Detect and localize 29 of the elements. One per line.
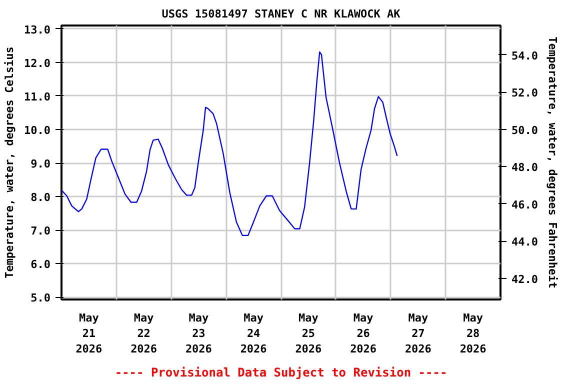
y-tick-label: 8.0 bbox=[30, 191, 51, 204]
x-tick-label: May 24 2026 bbox=[240, 312, 268, 356]
x-tick-label: May 26 2026 bbox=[350, 312, 377, 356]
y-tick-label: 13.0 bbox=[24, 23, 51, 36]
x-tick-label: May 23 2026 bbox=[185, 312, 212, 356]
y2-tick-label: 44.0 bbox=[512, 236, 538, 249]
y2-tick-label: 54.0 bbox=[512, 49, 538, 62]
x-tick-label: May 25 2026 bbox=[295, 312, 322, 356]
x-tick-label: May 22 2026 bbox=[130, 312, 158, 356]
y-tick-label: 10.0 bbox=[24, 124, 51, 137]
y2-axis-title: Temperature, water, degrees Fahrenheit bbox=[546, 36, 559, 288]
y-tick-label: 11.0 bbox=[24, 90, 51, 104]
y-tick-label: 12.0 bbox=[24, 56, 51, 70]
x-tick-label: May 21 2026 bbox=[76, 312, 103, 356]
y2-tick-label: 46.0 bbox=[512, 198, 538, 212]
chart-title: USGS 15081497 STANEY C NR KLAWOCK AK bbox=[162, 8, 401, 20]
line-series bbox=[62, 51, 398, 236]
y-tick-label: 9.0 bbox=[30, 158, 51, 171]
y2-tick-label: 52.0 bbox=[512, 86, 538, 100]
y2-tick-label: 42.0 bbox=[512, 272, 538, 286]
x-tick-label: May 28 2026 bbox=[460, 312, 487, 356]
x-tick-label: May 27 2026 bbox=[404, 312, 432, 356]
y-tick-label: 5.0 bbox=[30, 292, 51, 305]
y2-tick-label: 50.0 bbox=[512, 124, 538, 137]
y2-tick-label: 48.0 bbox=[512, 161, 538, 174]
y-axis-title: Temperature, water, degrees Celsius bbox=[3, 46, 16, 278]
text: ---- Provisional Data Subject to Revision ---- bbox=[114, 366, 448, 380]
y-tick-label: 7.0 bbox=[30, 224, 51, 238]
y-tick-label: 6.0 bbox=[30, 258, 51, 272]
